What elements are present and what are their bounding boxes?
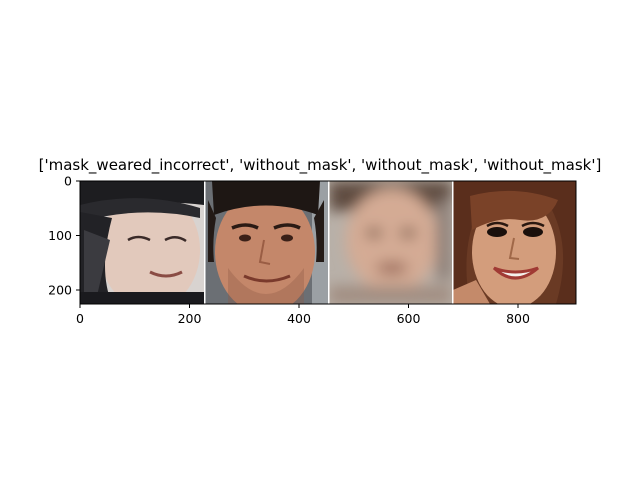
smiling-woman-face-icon bbox=[453, 181, 576, 304]
x-tick-label: 600 bbox=[397, 311, 421, 326]
plot-title: ['mask_weared_incorrect', 'without_mask'… bbox=[38, 156, 602, 174]
y-axis: 0 100 200 bbox=[48, 174, 80, 298]
x-axis: 0 200 400 600 800 bbox=[76, 304, 530, 326]
smiling-man-face-icon bbox=[205, 181, 328, 304]
axes-frame bbox=[79, 180, 577, 305]
y-tick-label: 100 bbox=[48, 228, 72, 243]
x-tick-label: 400 bbox=[287, 311, 311, 326]
x-tick-label: 800 bbox=[506, 311, 530, 326]
y-tick-label: 0 bbox=[64, 174, 72, 189]
x-tick-label: 0 bbox=[76, 311, 84, 326]
x-tick-label: 200 bbox=[178, 311, 202, 326]
face-with-dark-cap-icon bbox=[80, 181, 204, 304]
blurred-face-icon bbox=[329, 181, 452, 304]
y-tick-label: 200 bbox=[48, 283, 72, 298]
